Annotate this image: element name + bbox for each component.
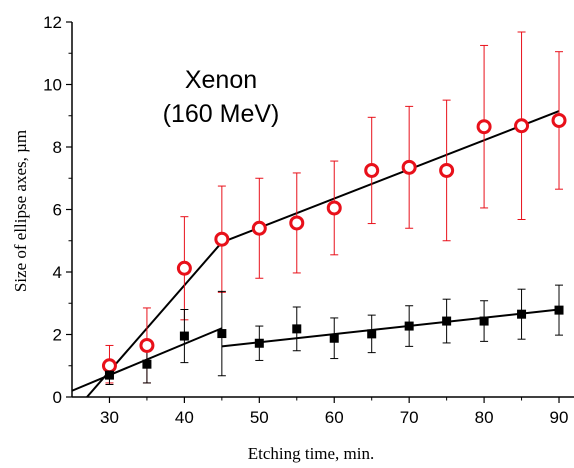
axis-ticks: 30 40 50 60 70 80 90 0 2 4 6 8 10 12 [43, 13, 568, 427]
data-point-circle [551, 112, 567, 128]
fit-line [221, 308, 560, 348]
x-tick-label: 80 [475, 408, 494, 427]
data-point-circle [176, 260, 192, 276]
data-point-circle [214, 231, 230, 247]
y-tick-label: 4 [53, 263, 62, 282]
data-point-square [479, 316, 489, 326]
data-point-square [104, 370, 114, 380]
data-point-circle [289, 215, 305, 231]
data-markers [101, 112, 567, 380]
y-tick-label: 10 [43, 76, 62, 95]
data-point-square [329, 333, 339, 343]
x-tick-label: 40 [175, 408, 194, 427]
y-tick-label: 8 [53, 138, 62, 157]
data-point-circle [514, 118, 530, 134]
x-tick-label: 60 [325, 408, 344, 427]
data-point-circle [326, 200, 342, 216]
data-point-circle [101, 358, 117, 374]
data-point-circle [251, 220, 267, 236]
data-point-square [217, 329, 227, 339]
y-tick-label: 2 [53, 326, 62, 345]
axis-labels: Etching time, min. Size of ellipse axes,… [11, 130, 374, 463]
annotation-line-2: (160 MeV) [163, 100, 280, 128]
y-tick-label: 0 [53, 388, 62, 407]
data-point-square [367, 329, 377, 339]
data-point-square [179, 331, 189, 341]
data-point-circle [401, 159, 417, 175]
x-tick-label: 50 [250, 408, 269, 427]
data-point-square [142, 359, 152, 369]
y-tick-label: 6 [53, 201, 62, 220]
y-tick-label: 12 [43, 13, 62, 32]
annotation-line-1: Xenon [185, 66, 257, 94]
data-point-square [517, 309, 527, 319]
x-tick-label: 90 [550, 408, 569, 427]
data-point-square [554, 305, 564, 315]
fit-line [221, 110, 560, 244]
chart-annotation: Xenon (160 MeV) [163, 66, 280, 128]
data-point-circle [476, 119, 492, 135]
x-axis-title: Etching time, min. [248, 444, 375, 463]
data-point-square [254, 338, 264, 348]
data-point-circle [439, 162, 455, 178]
x-tick-label: 30 [100, 408, 119, 427]
fit-lines [71, 110, 560, 398]
data-point-circle [139, 337, 155, 353]
data-point-square [442, 316, 452, 326]
x-tick-label: 70 [400, 408, 419, 427]
data-point-square [292, 324, 302, 334]
data-point-circle [364, 162, 380, 178]
y-axis-title: Size of ellipse axes, µm [11, 130, 30, 292]
data-point-square [404, 321, 414, 331]
